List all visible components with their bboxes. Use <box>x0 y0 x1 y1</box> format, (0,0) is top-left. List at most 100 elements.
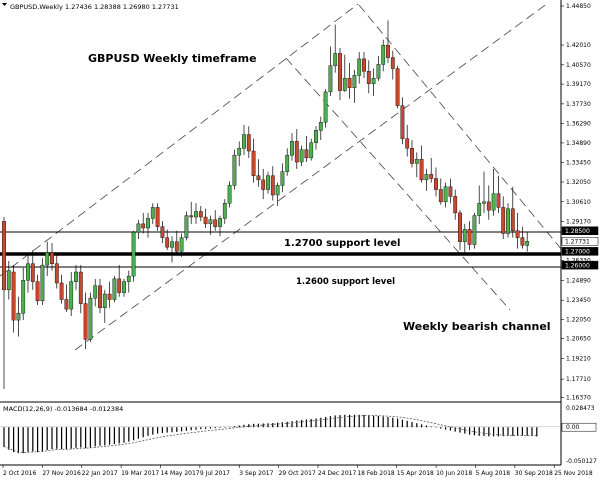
macd-bar <box>445 427 447 430</box>
candle <box>213 210 218 231</box>
macd-bar <box>176 427 178 432</box>
macd-bar <box>262 423 264 428</box>
candle-body-bull <box>16 313 21 321</box>
candle-body-bull <box>74 271 78 282</box>
candle <box>525 232 530 252</box>
time-tick-label: 5 Aug 2018 <box>475 470 510 477</box>
candle <box>323 89 328 128</box>
candle-body-bull <box>237 148 242 156</box>
candle-body-bull <box>131 231 136 277</box>
time-tick-label: 3 Sep 2017 <box>239 470 273 477</box>
candle-body-bear <box>50 252 54 264</box>
candle <box>246 126 251 158</box>
price-tag-box <box>561 247 599 256</box>
channel-lines <box>0 2 563 351</box>
macd-bar <box>478 427 480 436</box>
macd-bar <box>137 427 139 439</box>
candle-body-bull <box>21 280 26 314</box>
candle <box>304 135 309 163</box>
candle <box>26 252 30 293</box>
macd-bar <box>281 422 283 428</box>
price-tick-label: 1.17710 <box>566 376 591 383</box>
macd-bar <box>94 427 96 447</box>
candle <box>328 46 333 97</box>
candle-body-bull <box>462 229 467 242</box>
macd-bar <box>56 427 58 449</box>
price-tick-label: 1.23450 <box>566 297 591 304</box>
candle-body-bear <box>419 159 424 181</box>
time-tick-label: 29 Oct 2017 <box>279 470 316 477</box>
candle <box>424 168 429 191</box>
candle <box>510 186 515 238</box>
candle <box>203 208 208 229</box>
candle <box>477 185 482 224</box>
macd-bar <box>377 416 379 428</box>
candle <box>486 185 491 220</box>
macd-bar <box>353 414 355 428</box>
macd-bar <box>229 426 231 428</box>
candle-body-bear <box>294 141 299 163</box>
candle-body-bull <box>352 75 357 88</box>
candle <box>165 229 170 251</box>
candle <box>35 274 40 305</box>
macd-bar <box>488 427 490 437</box>
candle-body-bear <box>410 148 414 164</box>
macd-bar <box>291 421 293 428</box>
macd-bar <box>363 414 365 428</box>
candle <box>434 167 438 197</box>
candle <box>83 292 88 349</box>
macd-bar <box>464 427 466 434</box>
macd-bar <box>128 427 130 442</box>
candle <box>429 157 434 183</box>
candle-body-bull <box>328 65 333 93</box>
candle-body-bull <box>266 175 270 190</box>
candle-body-bull <box>357 58 362 76</box>
candle <box>419 145 424 183</box>
candle-body-bear <box>434 178 438 190</box>
candle <box>170 236 174 263</box>
macd-bar <box>181 427 183 432</box>
candle <box>16 296 21 337</box>
candle-body-bull <box>170 241 174 248</box>
macd-bar <box>267 423 269 428</box>
macd-bar <box>310 418 312 428</box>
candle-body-bear <box>2 221 6 291</box>
candle <box>218 215 222 237</box>
macd-bar <box>51 427 53 450</box>
macd-bar <box>219 427 221 428</box>
candle-body-bear <box>520 237 525 246</box>
bullish-channel-upper-line <box>0 3 359 277</box>
time-axis: 2 Oct 2016 27 Nov 2016 22 Jan 2017 19 Mar 2… <box>0 464 593 477</box>
candle <box>102 289 107 323</box>
candle <box>285 148 290 176</box>
candle-body-bull <box>342 77 347 91</box>
candle-body-bull <box>242 134 246 149</box>
candle <box>438 178 443 205</box>
candle-body-bull <box>309 142 314 159</box>
macd-bar <box>99 427 101 446</box>
candle <box>93 278 98 307</box>
macd-bar <box>301 419 303 428</box>
level-lines <box>0 231 561 268</box>
candle <box>482 171 486 213</box>
candle <box>342 54 347 92</box>
macd-bar <box>536 427 538 437</box>
macd-bar <box>166 427 168 433</box>
candle-body-bull <box>285 154 290 172</box>
price-ticks: 1.44850 1.42010 1.40570 1.39170 1.37730 1.362… <box>561 3 591 402</box>
macd-bar <box>65 427 67 450</box>
candle <box>318 116 323 141</box>
candle-body-bear <box>304 149 309 159</box>
candle-body-bear <box>11 271 16 321</box>
macd-bar <box>46 427 48 451</box>
symbol-dropdown-icon[interactable] <box>2 3 7 6</box>
candle-body-bear <box>405 138 410 149</box>
candle-body-bull <box>314 130 318 143</box>
price-tick-label: 1.39170 <box>566 81 591 88</box>
candle-body-bear <box>35 281 40 302</box>
macd-bar <box>17 427 19 454</box>
candle-body-bear <box>496 193 501 208</box>
candle-body-bull <box>371 77 376 84</box>
macd-bar <box>382 416 384 428</box>
macd-zero-tag-box <box>561 422 597 432</box>
